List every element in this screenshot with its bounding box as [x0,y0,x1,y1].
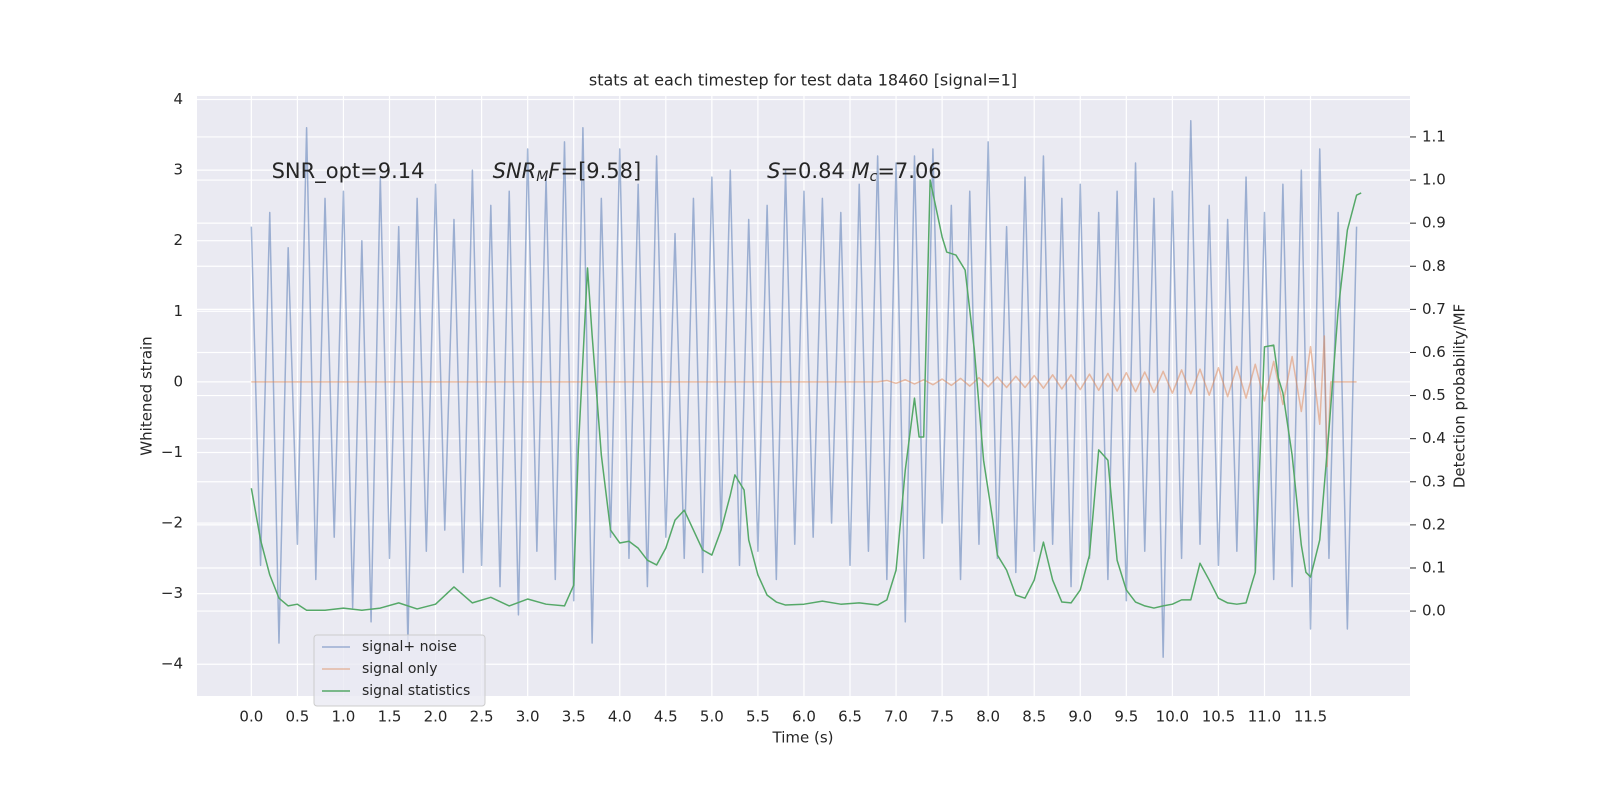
annotation-part: =7.06 [877,159,941,183]
x-tick-label: 9.0 [1068,708,1092,726]
legend-label: signal statistics [362,683,470,699]
x-tick-label: 1.5 [378,708,402,726]
y-tick-label: 0 [173,372,183,390]
x-tick-label: 1.0 [332,708,356,726]
annotation-part: F [548,159,561,183]
x-axis-label: Time (s) [772,729,834,747]
x-tick-label: 0.5 [285,708,309,726]
y-tick-label: −4 [161,655,183,673]
x-tick-label: 5.5 [746,708,770,726]
y2-tick-label: 0.7 [1422,300,1446,318]
x-tick-label: 11.5 [1294,708,1327,726]
y2-tick-label: 0.1 [1422,558,1446,576]
x-tick-label: 11.0 [1248,708,1281,726]
series-line [250,119,1358,658]
x-tick-label: 8.0 [976,708,1000,726]
y2-tick-label: 0.3 [1422,472,1446,490]
y2-tick-label: 1.0 [1422,171,1446,189]
series-line [251,335,1357,468]
y-axis-label: Whitened strain [138,336,156,455]
x-tick-label: 4.5 [654,708,678,726]
y2-tick-label: 0.8 [1422,257,1446,275]
annotation: SNRMF=[9.58] [493,159,642,185]
x-tick-label: 4.0 [608,708,632,726]
y-tick-label: −1 [161,443,183,461]
x-tick-label: 3.0 [516,708,540,726]
series-line [250,179,1362,611]
annotation-part: =[9.58] [560,159,641,183]
annotation-part: SNR [493,159,537,183]
y2-tick-label: 0.5 [1422,386,1446,404]
y2-tick-label: 0.4 [1422,429,1446,447]
legend-box [313,634,486,707]
y-tick-label: 4 [173,90,183,108]
x-tick-label: 6.5 [838,708,862,726]
x-tick-label: 8.5 [1022,708,1046,726]
x-tick-label: 2.5 [470,708,494,726]
x-tick-label: 10.0 [1156,708,1189,726]
annotation-part: c [870,169,878,185]
x-tick-label: 9.5 [1114,708,1138,726]
y-tick-label: 3 [173,161,183,179]
legend-label: signal only [362,661,437,677]
annotation: SNR_opt=9.14 [272,159,425,184]
annotation-part: S [767,159,780,183]
x-tick-label: 2.0 [424,708,448,726]
x-tick-label: 7.5 [930,708,954,726]
x-tick-label: 3.5 [562,708,586,726]
y-tick-label: −3 [161,584,183,602]
y-tick-label: 2 [173,231,183,249]
x-tick-label: 7.0 [884,708,908,726]
y-tick-label: 1 [173,302,183,320]
y2-tick-label: 0.9 [1422,214,1446,232]
annotation-part: M [536,169,548,185]
y2-tick-label: 1.1 [1422,127,1446,145]
legend-label: signal+ noise [362,639,457,655]
x-tick-label: 0.0 [239,708,263,726]
y2-tick-label: 0.0 [1422,602,1446,620]
chart-title: stats at each timestep for test data 184… [589,71,1017,90]
annotation-part: SNR_opt=9.14 [272,159,425,184]
annotation-part: M [851,159,869,183]
y2-tick-label: 0.6 [1422,343,1446,361]
annotation-part: =0.84 [780,159,851,183]
x-tick-label: 10.5 [1202,708,1235,726]
x-tick-label: 5.0 [700,708,724,726]
y2-axis-label: Detection probability/MF [1451,304,1469,488]
y-tick-label: −2 [161,514,183,532]
annotation: S=0.84 Mc=7.06 [767,159,942,185]
x-tick-label: 6.0 [792,708,816,726]
y2-tick-label: 0.2 [1422,515,1446,533]
